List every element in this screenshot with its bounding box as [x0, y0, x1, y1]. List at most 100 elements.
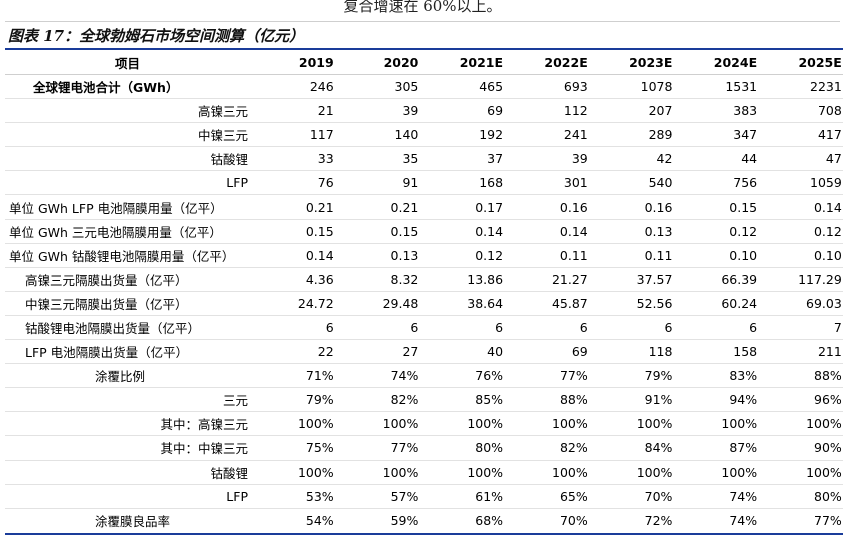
row-value: 117 — [309, 127, 334, 143]
market-size-table: 项目 2019 2020 2021E 2022E 2023E 2024E 202… — [5, 48, 843, 535]
row-value: 8.32 — [390, 271, 419, 287]
row-value: 91% — [644, 392, 673, 408]
row-value: 24.72 — [297, 295, 334, 311]
row-value: 96% — [814, 392, 842, 408]
row-value: 87% — [729, 440, 758, 456]
row-value: 37.57 — [636, 271, 673, 287]
row-value: 140 — [394, 127, 419, 143]
table-row: LFP 53% 57% 61% 65% 70% 74% 80% — [5, 485, 843, 509]
row-value: 0.14 — [813, 199, 842, 215]
row-value: 79% — [644, 368, 673, 384]
row-value: 66.39 — [721, 271, 758, 287]
row-value: 0.21 — [390, 199, 419, 215]
row-value: 0.11 — [559, 247, 588, 263]
row-value: 246 — [309, 79, 334, 95]
row-value: 59% — [390, 513, 419, 529]
row-value: 100% — [636, 416, 673, 432]
row-value: 52.56 — [636, 295, 673, 311]
row-value: 211 — [817, 344, 842, 360]
row-value: 35 — [402, 151, 419, 167]
row-value: 100% — [467, 416, 504, 432]
row-value: 6 — [579, 319, 588, 335]
table-row: 中镍三元 117 140 192 241 289 347 417 — [5, 123, 843, 148]
row-value: 77% — [814, 513, 842, 529]
row-label: 涂覆膜良品率 — [95, 514, 171, 530]
row-value: 540 — [648, 175, 673, 191]
row-value: 79% — [305, 392, 334, 408]
row-label: 高镍三元隔膜出货量（亿平） — [25, 272, 188, 288]
row-value: 45.87 — [551, 295, 588, 311]
row-value: 44 — [741, 151, 758, 167]
row-value: 83% — [729, 368, 758, 384]
row-value: 118 — [648, 344, 673, 360]
table-row: 单位 GWh 三元电池隔膜用量（亿平） 0.15 0.15 0.14 0.14 0.13 0… — [5, 220, 843, 244]
row-value: 0.12 — [475, 247, 504, 263]
row-value: 347 — [733, 127, 758, 143]
header-item: 项目 — [114, 55, 140, 71]
row-label: 钴酸锂 — [210, 465, 248, 481]
header-year: 2025E — [798, 54, 842, 70]
row-value: 0.16 — [644, 199, 673, 215]
table-row: 单位 GWh 钴酸锂电池隔膜用量（亿平） 0.14 0.13 0.12 0.11 0.11… — [5, 244, 843, 268]
row-value: 72% — [644, 513, 673, 529]
row-value: 1531 — [725, 79, 758, 95]
row-value: 100% — [552, 464, 588, 480]
row-value: 100% — [806, 464, 842, 480]
row-label: 中镍三元隔膜出货量（亿平） — [25, 296, 188, 312]
row-value: 241 — [563, 127, 588, 143]
table-row: 涂覆比例 71% 74% 76% 77% 79% 83% 88% — [5, 364, 843, 389]
row-value: 756 — [733, 175, 758, 191]
row-value: 708 — [817, 103, 842, 119]
row-value: 29.48 — [382, 295, 419, 311]
row-value: 0.13 — [644, 223, 673, 239]
row-value: 82% — [559, 440, 588, 456]
row-value: 0.14 — [305, 247, 334, 263]
row-value: 6 — [495, 319, 504, 335]
row-label: LFP — [226, 488, 248, 504]
row-value: 6 — [664, 319, 673, 335]
row-value: 0.13 — [390, 247, 419, 263]
row-value: 289 — [648, 127, 673, 143]
row-label: 其中：中镍三元 — [160, 441, 248, 457]
row-label: 中镍三元 — [197, 128, 248, 144]
row-label: 其中：高镍三元 — [160, 417, 248, 433]
row-value: 4.36 — [305, 271, 334, 287]
row-value: 85% — [475, 392, 504, 408]
row-value: 70% — [644, 488, 673, 504]
row-value: 94% — [729, 392, 758, 408]
row-value: 22 — [317, 344, 334, 360]
table-row: 其中：高镍三元 100% 100% 100% 100% 100% 100% 100% — [5, 412, 843, 437]
row-label: 钴酸锂电池隔膜出货量（亿平） — [25, 320, 201, 336]
row-value: 100% — [297, 464, 334, 480]
row-value: 6 — [325, 319, 334, 335]
row-label: 涂覆比例 — [95, 369, 146, 385]
table-row: 钴酸锂电池隔膜出货量（亿平） 6 6 6 6 6 6 7 — [5, 316, 843, 341]
row-value: 76% — [475, 368, 504, 384]
row-label: LFP 电池隔膜出货量（亿平） — [25, 345, 189, 361]
row-value: 100% — [382, 416, 419, 432]
row-value: 77% — [390, 440, 419, 456]
row-value: 0.16 — [559, 199, 588, 215]
row-value: 65% — [559, 488, 588, 504]
row-value: 71% — [305, 368, 334, 384]
row-value: 74% — [729, 488, 758, 504]
row-value: 74% — [729, 513, 758, 529]
row-value: 1078 — [640, 79, 673, 95]
row-value: 40 — [487, 344, 504, 360]
row-value: 76 — [317, 175, 334, 191]
row-value: 6 — [749, 319, 758, 335]
row-value: 27 — [402, 344, 419, 360]
table-row: 涂覆膜良品率 54% 59% 68% 70% 72% 74% 77% — [5, 509, 843, 533]
row-value: 60.24 — [721, 295, 758, 311]
row-value: 168 — [479, 175, 504, 191]
table-row: 三元 79% 82% 85% 88% 91% 94% 96% — [5, 388, 843, 413]
row-value: 37 — [487, 151, 504, 167]
row-value: 0.14 — [559, 223, 588, 239]
row-value: 33 — [317, 151, 334, 167]
header-year: 2022E — [544, 54, 588, 70]
row-label: LFP — [226, 175, 248, 191]
divider — [5, 21, 840, 22]
table-row: 其中：中镍三元 75% 77% 80% 82% 84% 87% 90% — [5, 436, 843, 461]
row-value: 39 — [402, 103, 419, 119]
row-value: 54% — [305, 513, 334, 529]
